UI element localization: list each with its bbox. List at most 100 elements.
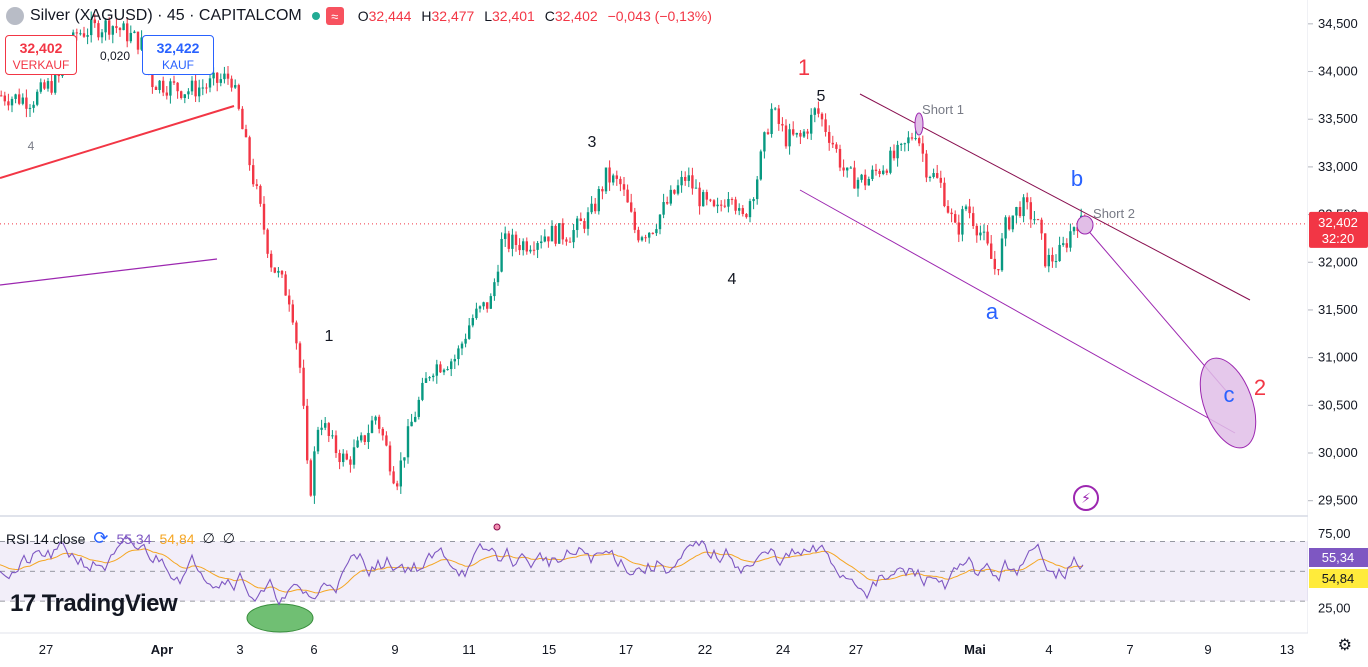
ohlc-high-value: 32,477	[431, 8, 475, 24]
price-tick-label: 34,500	[1318, 16, 1358, 31]
candle-body	[687, 175, 690, 181]
candle-body	[622, 184, 626, 190]
rsi-tick-label: 75,00	[1318, 526, 1351, 541]
price-tick-label: 33,500	[1318, 111, 1358, 126]
time-axis[interactable]: 27 Apr 3 6 9 11 15 17 22 24 27 Mai 4 7 9 13	[39, 642, 1294, 657]
candle-body	[356, 440, 359, 448]
candle-body	[360, 435, 363, 441]
rsi-legend[interactable]: RSI 14 close ⟳ 55,34 54,84 ∅ ∅	[6, 528, 235, 549]
candle-body	[266, 229, 269, 254]
candle-body	[7, 101, 10, 106]
candle-body	[86, 35, 89, 37]
refresh-icon[interactable]: ⟳	[93, 528, 109, 548]
candle-body	[1044, 233, 1047, 267]
ohlc-low-label: L	[484, 8, 492, 24]
candle-body	[525, 241, 528, 252]
candle-body	[673, 189, 676, 194]
market-open-dot-icon	[311, 12, 320, 20]
candle-body	[752, 199, 755, 202]
candle-body	[802, 131, 806, 137]
candle-body	[1047, 254, 1050, 267]
red-trendline	[0, 105, 235, 179]
candle-body	[190, 80, 194, 92]
candle-body	[946, 206, 950, 213]
candle-body	[140, 37, 143, 50]
candle-body	[943, 182, 946, 207]
candle-body	[104, 20, 107, 33]
candle-body	[313, 451, 316, 496]
candle-body	[842, 167, 845, 171]
time-tick-label: 27	[39, 642, 53, 657]
candle-body	[532, 249, 536, 251]
wave-icon[interactable]: ≈	[325, 7, 344, 25]
candle-body	[500, 238, 503, 272]
candle-body	[817, 108, 820, 114]
candle-body	[165, 92, 168, 96]
candle-body	[273, 267, 276, 273]
candle-body	[626, 189, 629, 203]
candle-body	[835, 144, 838, 149]
candle-body	[637, 229, 640, 241]
candle-body	[885, 170, 888, 173]
candle-body	[1054, 261, 1058, 263]
candle-body	[867, 178, 870, 186]
candle-body	[32, 104, 35, 108]
candle-body	[932, 173, 935, 177]
candle-body	[828, 131, 831, 143]
candle-body	[1011, 215, 1014, 230]
sell-button[interactable]: 32,402 VERKAUF	[5, 35, 77, 75]
candle-body	[918, 138, 921, 144]
wave-label: 4	[28, 139, 35, 153]
rsi-name[interactable]: RSI 14 close	[6, 530, 86, 547]
time-tick-label: 11	[462, 642, 476, 657]
candle-body	[0, 95, 3, 97]
candle-body	[990, 243, 993, 259]
price-tick-label: 31,500	[1318, 302, 1358, 317]
candle-body	[327, 423, 330, 436]
rsi-value-label: 54,84	[1322, 571, 1355, 586]
candle-body	[900, 143, 903, 145]
chart-header: Silver (XAGUSD) · 45 · CAPITALCOM ≈ O32,…	[6, 6, 718, 26]
candle-body	[1033, 219, 1036, 221]
silver-symbol-icon[interactable]	[6, 7, 24, 25]
candle-body	[417, 399, 420, 417]
target-zone-c	[1199, 357, 1257, 449]
channel-lower-line	[799, 189, 1236, 434]
tradingview-logo[interactable]: 17 TradingView	[10, 590, 178, 618]
candle-body	[907, 137, 910, 144]
candle-body	[183, 94, 186, 98]
candle-body	[504, 233, 507, 239]
candle-body	[759, 151, 762, 180]
candle-body	[118, 28, 122, 31]
candle-body	[187, 91, 190, 95]
candle-body	[172, 81, 176, 83]
candle-body	[169, 81, 172, 96]
candle-body	[925, 153, 928, 178]
candle-body	[788, 129, 791, 147]
candle-body	[954, 214, 957, 223]
candle-body	[226, 73, 230, 79]
wave-label: 2	[1254, 375, 1266, 400]
time-tick-label: 7	[1126, 642, 1133, 657]
candle-body	[381, 428, 384, 436]
buy-button[interactable]: 32,422 KAUF	[142, 35, 214, 75]
candle-body	[730, 199, 734, 201]
symbol-title[interactable]: Silver (XAGUSD) · 45 · CAPITALCOM	[30, 7, 302, 24]
candle-body	[741, 208, 744, 215]
candle-body	[464, 338, 467, 344]
buy-price: 32,422	[156, 40, 200, 56]
candle-body	[543, 236, 546, 242]
candle-body	[590, 203, 593, 213]
candle-body	[720, 204, 723, 206]
candle-body	[586, 212, 590, 229]
candle-body	[1062, 243, 1065, 245]
price-axis[interactable]: 34,50034,00033,50033,00032,50032,00031,5…	[1308, 0, 1368, 667]
candle-body	[396, 483, 399, 487]
candle-body	[54, 73, 57, 93]
candle-body	[36, 91, 39, 105]
settings-gear-icon[interactable]: ⚙	[1337, 637, 1352, 654]
time-tick-label: 22	[698, 642, 712, 657]
candle-body	[914, 138, 917, 140]
